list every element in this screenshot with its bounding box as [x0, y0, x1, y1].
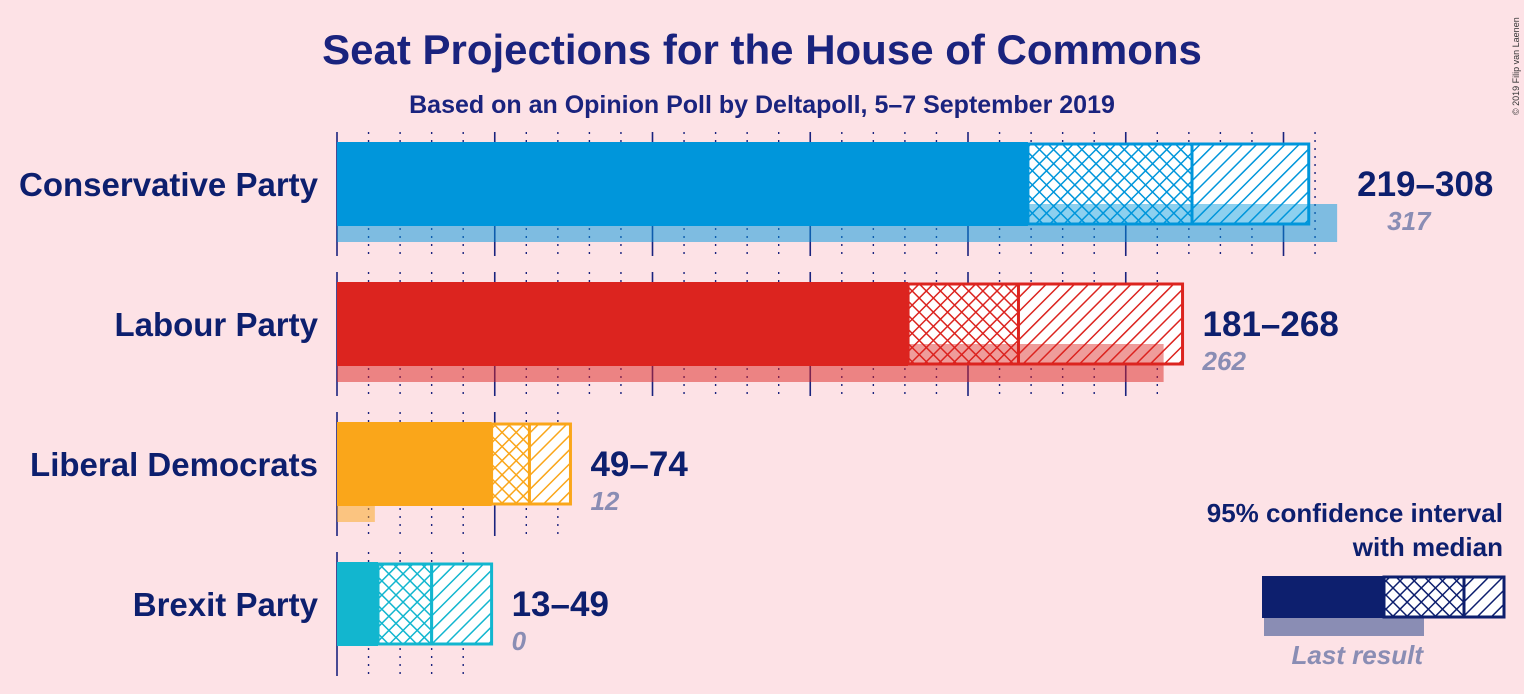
bar-ci-upper-segment — [430, 562, 494, 646]
last-result-label: 12 — [590, 486, 619, 516]
party-label: Labour Party — [114, 306, 318, 343]
bar-ci-upper-segment — [527, 422, 572, 506]
legend-ci-label-line1: 95% confidence interval — [1207, 498, 1503, 528]
legend-last-result-bar — [1264, 616, 1424, 636]
last-result-overlay — [908, 344, 1164, 364]
last-result-overlay — [1027, 204, 1309, 224]
legend-solid-segment — [1262, 576, 1384, 618]
bar-solid-segment — [337, 422, 492, 506]
party-label: Brexit Party — [133, 586, 319, 623]
bar-solid-segment — [337, 142, 1028, 226]
range-label: 49–74 — [590, 445, 688, 484]
chart-title: Seat Projections for the House of Common… — [322, 26, 1202, 73]
legend-ci-label-line2: with median — [1352, 532, 1503, 562]
last-result-label: 317 — [1387, 206, 1432, 236]
bar-solid-segment — [337, 562, 379, 646]
legend-ci-lower-segment — [1382, 575, 1466, 619]
legend-ci-upper-segment — [1462, 575, 1506, 619]
chart-subtitle: Based on an Opinion Poll by Deltapoll, 5… — [409, 91, 1115, 119]
last-result-label: 262 — [1202, 346, 1247, 376]
range-label: 219–308 — [1357, 165, 1493, 204]
legend: 95% confidence interval with median Last… — [1207, 498, 1506, 670]
copyright-notice: © 2019 Filip van Laenen — [1511, 17, 1521, 115]
bar-ci-lower-segment — [1026, 142, 1194, 226]
range-label: 181–268 — [1203, 305, 1339, 344]
bar-ci-lower-segment — [490, 422, 531, 506]
last-result-label: 0 — [512, 626, 527, 656]
bar-solid-segment — [337, 282, 909, 366]
bar-ci-upper-segment — [1190, 142, 1311, 226]
bar-ci-upper-segment — [1016, 282, 1185, 366]
party-label: Liberal Democrats — [30, 446, 318, 483]
range-label: 13–49 — [512, 585, 609, 624]
bar-ci-lower-segment — [906, 282, 1020, 366]
bar-ci-lower-segment — [376, 562, 434, 646]
legend-last-result-label: Last result — [1292, 640, 1425, 670]
party-label: Conservative Party — [19, 166, 319, 203]
